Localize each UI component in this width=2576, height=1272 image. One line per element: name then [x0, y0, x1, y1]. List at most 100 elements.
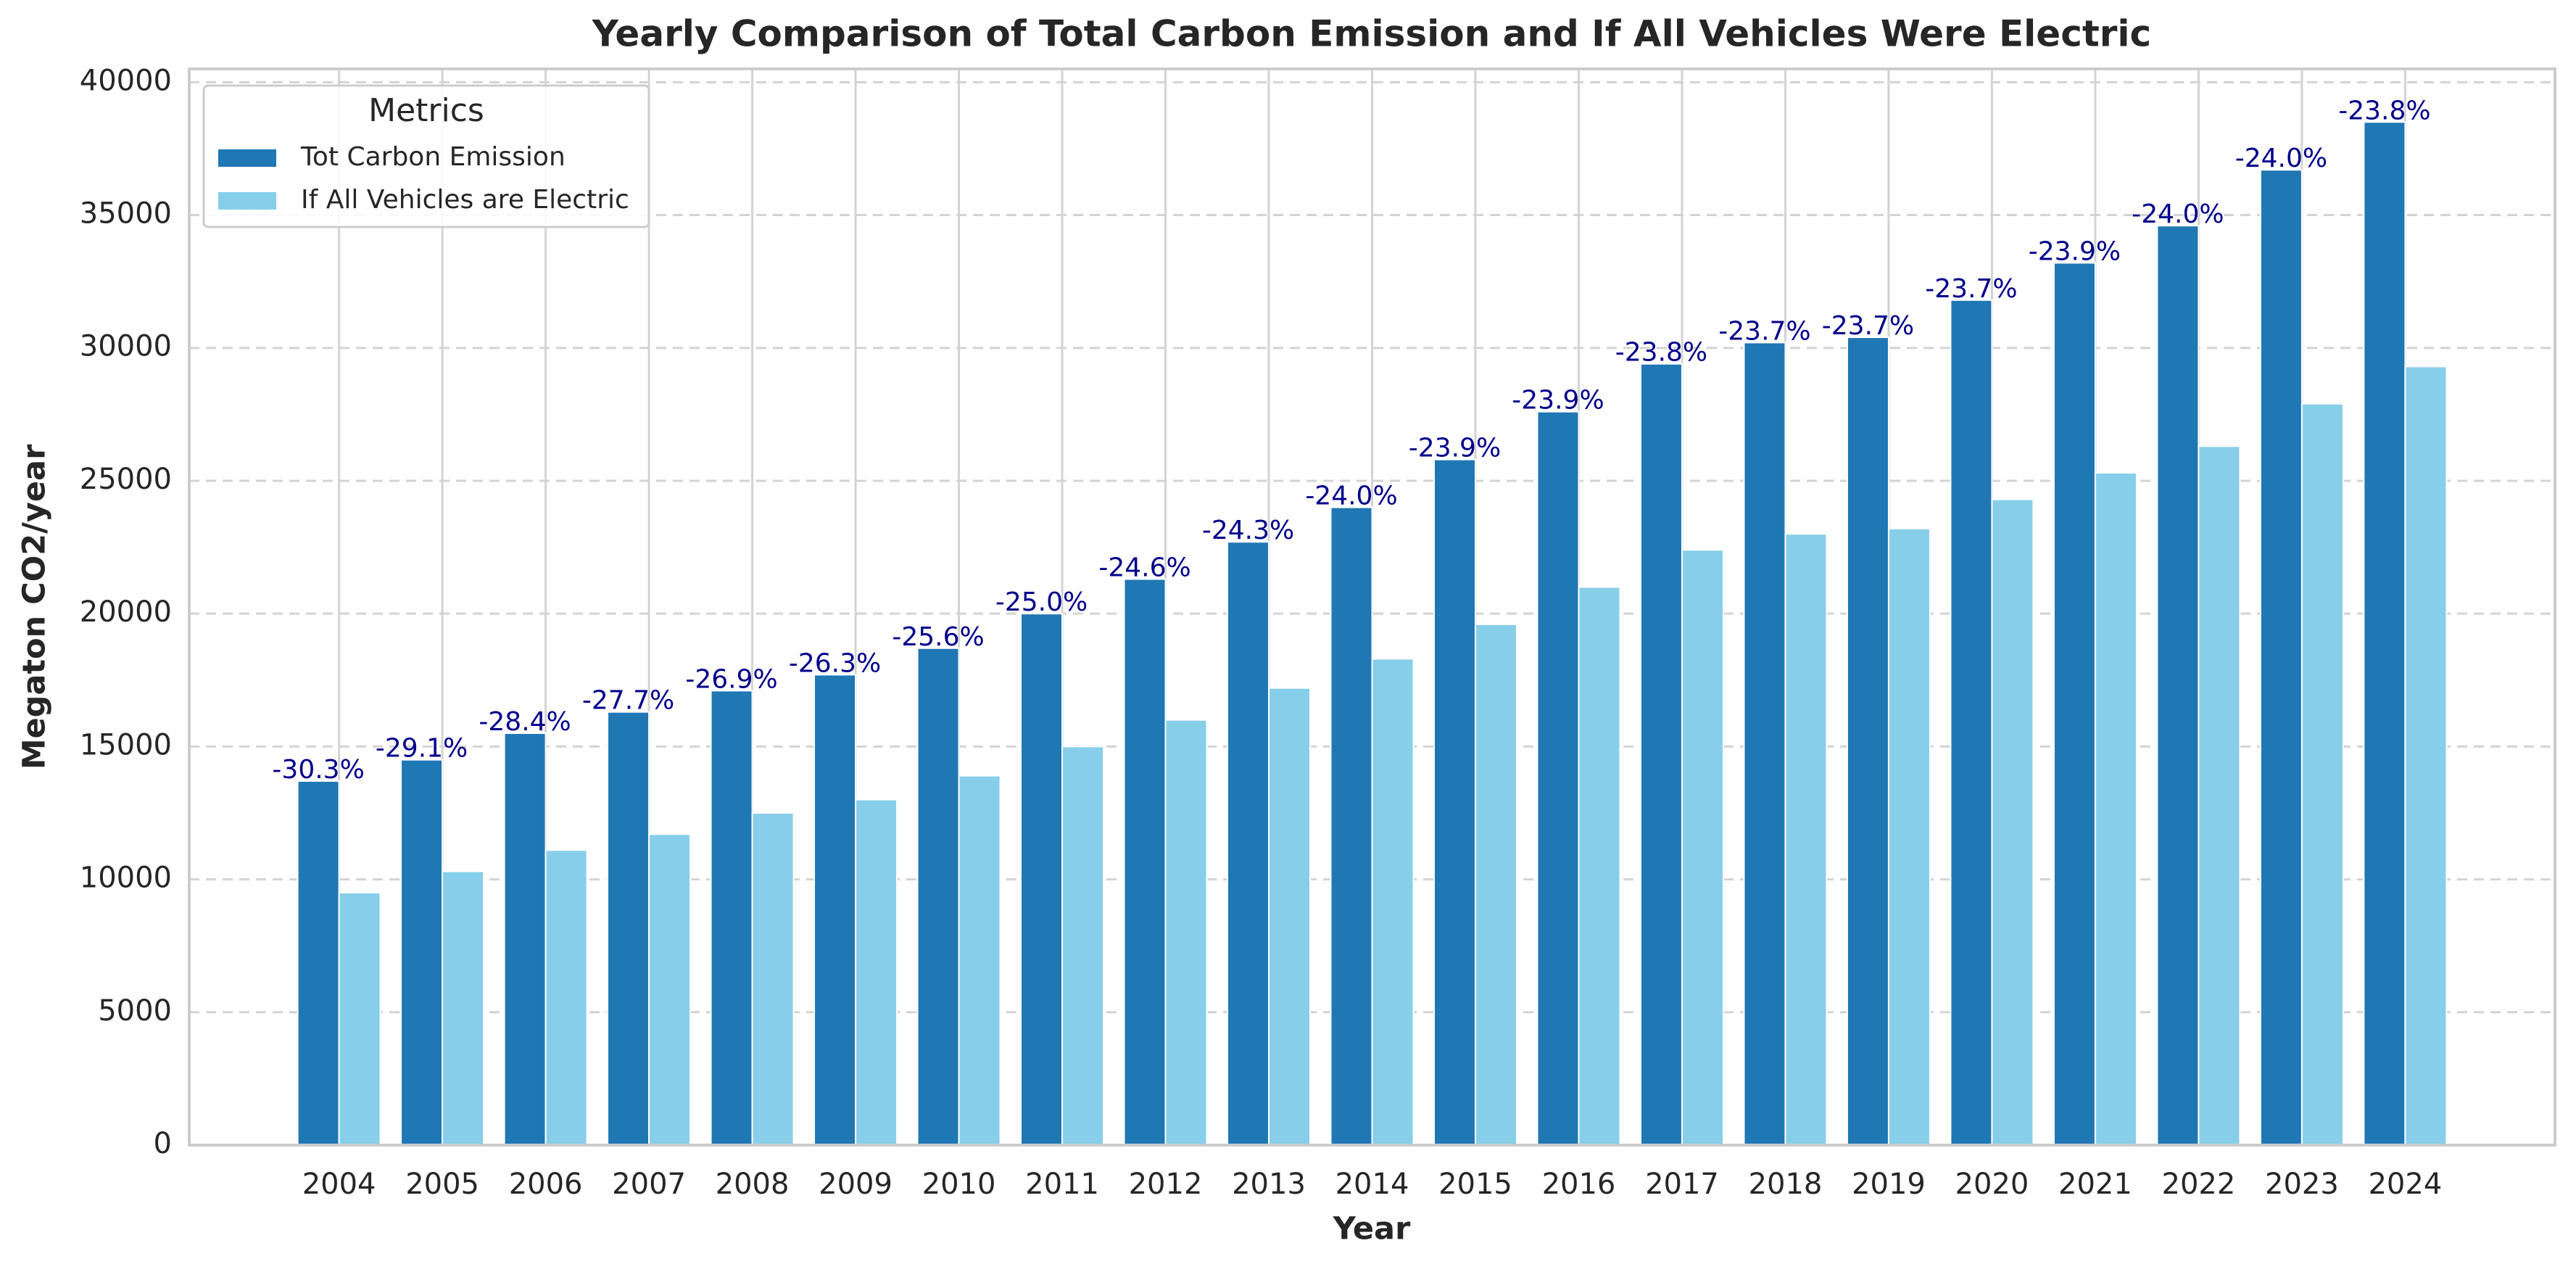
y-tick-label: 35000 — [80, 197, 172, 231]
y-tick-label: 30000 — [80, 330, 172, 363]
y-tick-label: 10000 — [80, 862, 172, 895]
bar — [1578, 586, 1621, 1146]
annotation: -24.0% — [1305, 482, 1397, 511]
legend-swatch — [218, 192, 276, 210]
bar — [1991, 498, 2034, 1146]
bar — [1164, 719, 1208, 1146]
x-tick-label: 2017 — [1645, 1168, 1719, 1201]
bar — [1743, 342, 1786, 1146]
bar — [710, 690, 753, 1146]
legend-title: Metrics — [368, 92, 484, 129]
annotation: -28.4% — [479, 707, 571, 737]
bar — [297, 780, 340, 1146]
x-tick-label: 2021 — [2058, 1168, 2132, 1201]
annotation: -23.9% — [1409, 434, 1501, 463]
annotation: -23.8% — [1615, 338, 1707, 368]
x-tick-label: 2012 — [1129, 1168, 1203, 1201]
x-tick-label: 2023 — [2265, 1168, 2339, 1201]
x-tick-label: 2005 — [405, 1168, 479, 1201]
annotation: -29.1% — [376, 734, 468, 764]
bar — [338, 891, 381, 1146]
bar — [1268, 687, 1312, 1146]
annotation: -23.7% — [1822, 311, 1914, 341]
annotation: -24.0% — [2235, 144, 2327, 173]
bar — [607, 711, 650, 1146]
x-tick-label: 2024 — [2368, 1168, 2442, 1201]
bar — [442, 870, 485, 1146]
y-tick-label: 25000 — [80, 463, 172, 496]
bar — [2300, 402, 2344, 1146]
annotation: -23.9% — [2029, 236, 2121, 266]
bar — [958, 775, 1001, 1146]
x-tick-label: 2011 — [1025, 1168, 1099, 1201]
bar — [2363, 121, 2406, 1147]
annotation: -23.7% — [1925, 274, 2017, 304]
bar — [1784, 533, 1828, 1146]
bar — [2053, 262, 2096, 1146]
annotation: -27.7% — [582, 686, 674, 716]
bar — [544, 849, 588, 1146]
legend-label: Tot Carbon Emission — [300, 142, 566, 172]
bar — [1846, 336, 1889, 1146]
annotation: -30.3% — [272, 755, 364, 785]
x-axis-label: Year — [1333, 1211, 1411, 1247]
bar — [1020, 613, 1064, 1146]
bar — [1639, 363, 1683, 1146]
y-tick-label: 5000 — [98, 994, 172, 1028]
chart-title: Yearly Comparison of Total Carbon Emissi… — [592, 13, 2151, 55]
bar — [855, 798, 898, 1146]
x-tick-label: 2022 — [2162, 1168, 2236, 1201]
bar — [503, 732, 547, 1146]
annotation: -23.9% — [1512, 386, 1604, 416]
bar — [648, 833, 692, 1147]
annotation: -24.6% — [1098, 553, 1190, 583]
bar — [2259, 169, 2303, 1146]
legend-label: If All Vehicles are Electric — [301, 185, 629, 215]
bar — [1536, 410, 1580, 1146]
x-tick-label: 2020 — [1955, 1168, 2029, 1201]
annotation: -25.0% — [995, 587, 1088, 617]
bar — [2094, 471, 2137, 1146]
x-tick-label: 2010 — [922, 1168, 996, 1201]
bar — [1227, 541, 1270, 1146]
bar — [1371, 658, 1415, 1146]
bar — [1330, 506, 1373, 1146]
x-tick-label: 2006 — [509, 1168, 583, 1201]
bar — [1887, 527, 1931, 1146]
x-tick-label: 2013 — [1232, 1168, 1306, 1201]
y-tick-label: 20000 — [80, 595, 172, 629]
x-tick-label: 2007 — [612, 1168, 686, 1201]
bar — [1061, 746, 1105, 1146]
y-tick-label: 0 — [154, 1127, 172, 1160]
x-tick-label: 2009 — [819, 1168, 893, 1201]
bar — [2156, 225, 2200, 1147]
bar — [751, 811, 795, 1147]
bar — [400, 759, 444, 1147]
plot-frame — [188, 67, 2556, 1147]
legend-box — [202, 84, 650, 228]
x-tick-label: 2014 — [1335, 1168, 1409, 1201]
annotation: -24.3% — [1202, 516, 1294, 545]
x-tick-label: 2015 — [1438, 1168, 1512, 1201]
bar — [2198, 445, 2241, 1146]
bar — [813, 674, 857, 1146]
y-axis-label: Megaton CO2/year — [17, 444, 53, 769]
x-tick-label: 2019 — [1852, 1168, 1926, 1201]
legend-swatch — [218, 149, 276, 167]
annotation: -23.8% — [2338, 96, 2430, 125]
bar — [916, 647, 960, 1146]
bar — [1123, 578, 1167, 1146]
annotation: -25.6% — [892, 622, 984, 652]
x-tick-label: 2018 — [1749, 1168, 1823, 1201]
bar — [2404, 366, 2448, 1146]
x-tick-label: 2004 — [302, 1168, 376, 1201]
bar — [1433, 458, 1476, 1146]
y-tick-label: 15000 — [80, 728, 172, 761]
annotation: -26.3% — [789, 648, 881, 678]
annotation: -23.7% — [1718, 316, 1810, 346]
y-tick-label: 40000 — [80, 64, 172, 97]
annotation: -24.0% — [2132, 199, 2224, 229]
bar — [1681, 549, 1724, 1146]
x-tick-label: 2016 — [1542, 1168, 1616, 1201]
